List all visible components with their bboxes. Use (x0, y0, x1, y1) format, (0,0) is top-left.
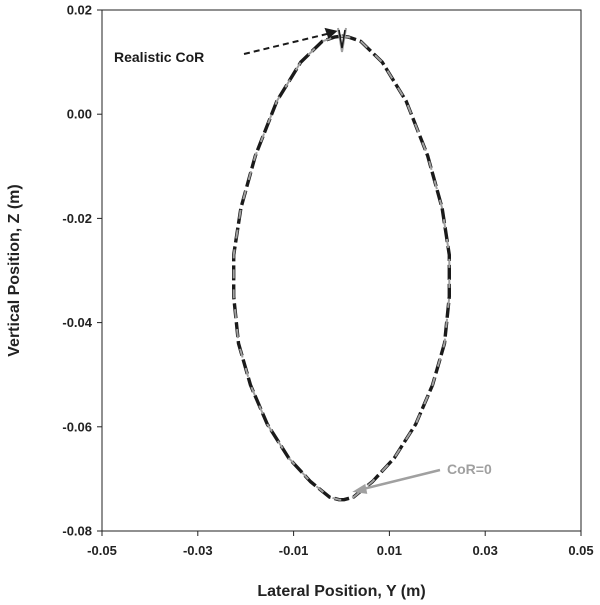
y-tick-label: -0.06 (62, 419, 92, 434)
plot-area-frame (101, 9, 582, 532)
y-tick-label: -0.04 (62, 315, 92, 330)
y-axis-label: Vertical Position, Z (m) (6, 184, 23, 356)
y-tick-label: -0.02 (62, 211, 92, 226)
y-tick-label: 0.02 (67, 3, 92, 18)
x-tick-label: 0.03 (473, 543, 498, 558)
series-cor-0 (232, 35, 451, 501)
top-notch-mark (338, 29, 346, 49)
annotation-realistic-cor-label: Realistic CoR (114, 49, 204, 65)
annotation-cor0-arrow (362, 468, 441, 491)
x-tick-label: -0.03 (183, 543, 213, 558)
y-tick-label: 0.00 (67, 107, 92, 122)
series-layer (232, 27, 451, 502)
series-realistic-cor (232, 34, 451, 502)
x-tick-label: -0.05 (87, 543, 117, 558)
annotation-cor0-label: CoR=0 (447, 461, 492, 477)
x-tick-label: 0.05 (568, 543, 593, 558)
arrowhead (352, 483, 368, 494)
y-tick-label: -0.08 (62, 524, 92, 539)
annotation-realistic-cor-arrow (243, 32, 328, 55)
annotation-layer: Realistic CoR CoR=0 (114, 27, 492, 494)
y-axis-ticks: 0.02 0.00 -0.02 -0.04 -0.06 -0.08 (62, 3, 102, 539)
x-axis-ticks: -0.05 -0.03 -0.01 0.01 0.03 0.05 (87, 531, 594, 558)
x-tick-label: -0.01 (279, 543, 309, 558)
arrowhead (324, 27, 338, 39)
x-tick-label: 0.01 (377, 543, 402, 558)
x-axis-label: Lateral Position, Y (m) (257, 583, 425, 600)
